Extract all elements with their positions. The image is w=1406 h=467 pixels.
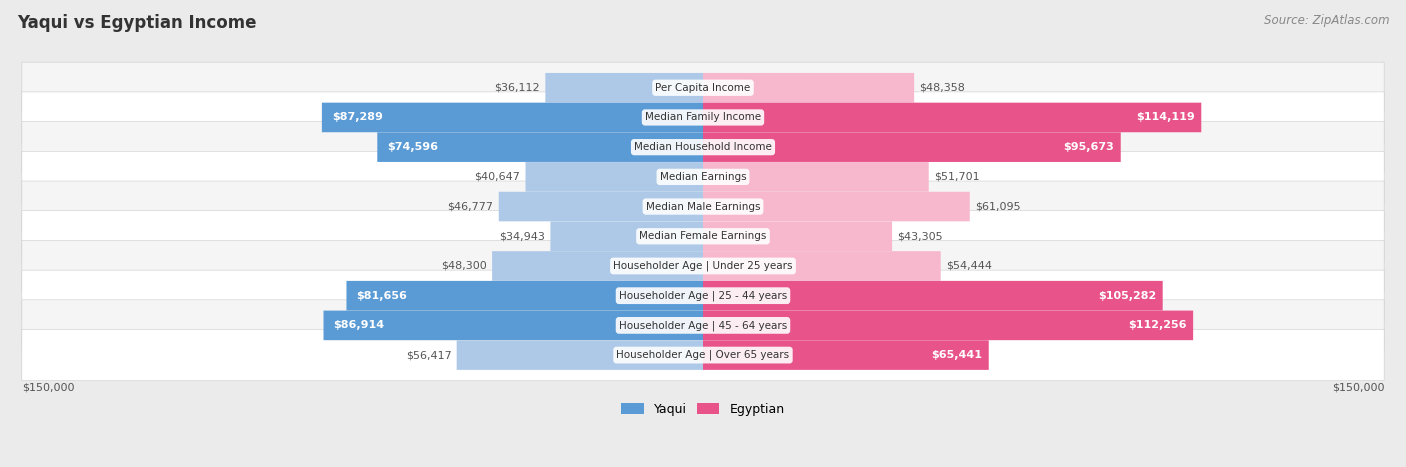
FancyBboxPatch shape (703, 251, 941, 281)
Text: $112,256: $112,256 (1128, 320, 1187, 330)
FancyBboxPatch shape (703, 221, 891, 251)
FancyBboxPatch shape (22, 92, 1384, 143)
FancyBboxPatch shape (22, 62, 1384, 113)
Text: Median Male Earnings: Median Male Earnings (645, 202, 761, 212)
Text: $87,289: $87,289 (332, 113, 382, 122)
FancyBboxPatch shape (22, 151, 1384, 202)
Text: $54,444: $54,444 (946, 261, 993, 271)
Text: $51,701: $51,701 (934, 172, 980, 182)
Text: $74,596: $74,596 (387, 142, 439, 152)
FancyBboxPatch shape (703, 103, 1201, 132)
FancyBboxPatch shape (703, 340, 988, 370)
Text: $34,943: $34,943 (499, 231, 546, 241)
Text: $105,282: $105,282 (1098, 290, 1156, 301)
Text: $81,656: $81,656 (356, 290, 408, 301)
FancyBboxPatch shape (703, 311, 1194, 340)
Text: Median Female Earnings: Median Female Earnings (640, 231, 766, 241)
FancyBboxPatch shape (22, 330, 1384, 381)
FancyBboxPatch shape (546, 73, 703, 103)
Text: $114,119: $114,119 (1136, 113, 1195, 122)
Text: $86,914: $86,914 (333, 320, 384, 330)
FancyBboxPatch shape (346, 281, 703, 311)
FancyBboxPatch shape (526, 162, 703, 191)
FancyBboxPatch shape (703, 132, 1121, 162)
Text: Householder Age | 45 - 64 years: Householder Age | 45 - 64 years (619, 320, 787, 331)
Legend: Yaqui, Egyptian: Yaqui, Egyptian (616, 398, 790, 421)
Text: Householder Age | Under 25 years: Householder Age | Under 25 years (613, 261, 793, 271)
Text: $65,441: $65,441 (931, 350, 983, 360)
Text: Median Household Income: Median Household Income (634, 142, 772, 152)
FancyBboxPatch shape (703, 73, 914, 103)
Text: $95,673: $95,673 (1063, 142, 1114, 152)
Text: Source: ZipAtlas.com: Source: ZipAtlas.com (1264, 14, 1389, 27)
Text: Median Earnings: Median Earnings (659, 172, 747, 182)
Text: Householder Age | Over 65 years: Householder Age | Over 65 years (616, 350, 790, 361)
FancyBboxPatch shape (22, 181, 1384, 232)
FancyBboxPatch shape (22, 121, 1384, 173)
Text: $46,777: $46,777 (447, 202, 494, 212)
Text: $48,358: $48,358 (920, 83, 966, 93)
Text: Per Capita Income: Per Capita Income (655, 83, 751, 93)
FancyBboxPatch shape (22, 300, 1384, 351)
Text: Yaqui vs Egyptian Income: Yaqui vs Egyptian Income (17, 14, 256, 32)
Text: $43,305: $43,305 (897, 231, 943, 241)
FancyBboxPatch shape (22, 211, 1384, 262)
FancyBboxPatch shape (703, 192, 970, 221)
FancyBboxPatch shape (22, 241, 1384, 291)
FancyBboxPatch shape (492, 251, 703, 281)
Text: $48,300: $48,300 (441, 261, 486, 271)
Text: $36,112: $36,112 (495, 83, 540, 93)
Text: Median Family Income: Median Family Income (645, 113, 761, 122)
FancyBboxPatch shape (499, 192, 703, 221)
FancyBboxPatch shape (377, 132, 703, 162)
FancyBboxPatch shape (323, 311, 703, 340)
FancyBboxPatch shape (550, 221, 703, 251)
Text: $40,647: $40,647 (474, 172, 520, 182)
FancyBboxPatch shape (703, 162, 929, 191)
FancyBboxPatch shape (22, 270, 1384, 321)
FancyBboxPatch shape (703, 281, 1163, 311)
FancyBboxPatch shape (457, 340, 703, 370)
Text: Householder Age | 25 - 44 years: Householder Age | 25 - 44 years (619, 290, 787, 301)
Text: $56,417: $56,417 (406, 350, 451, 360)
FancyBboxPatch shape (322, 103, 703, 132)
Text: $61,095: $61,095 (974, 202, 1021, 212)
